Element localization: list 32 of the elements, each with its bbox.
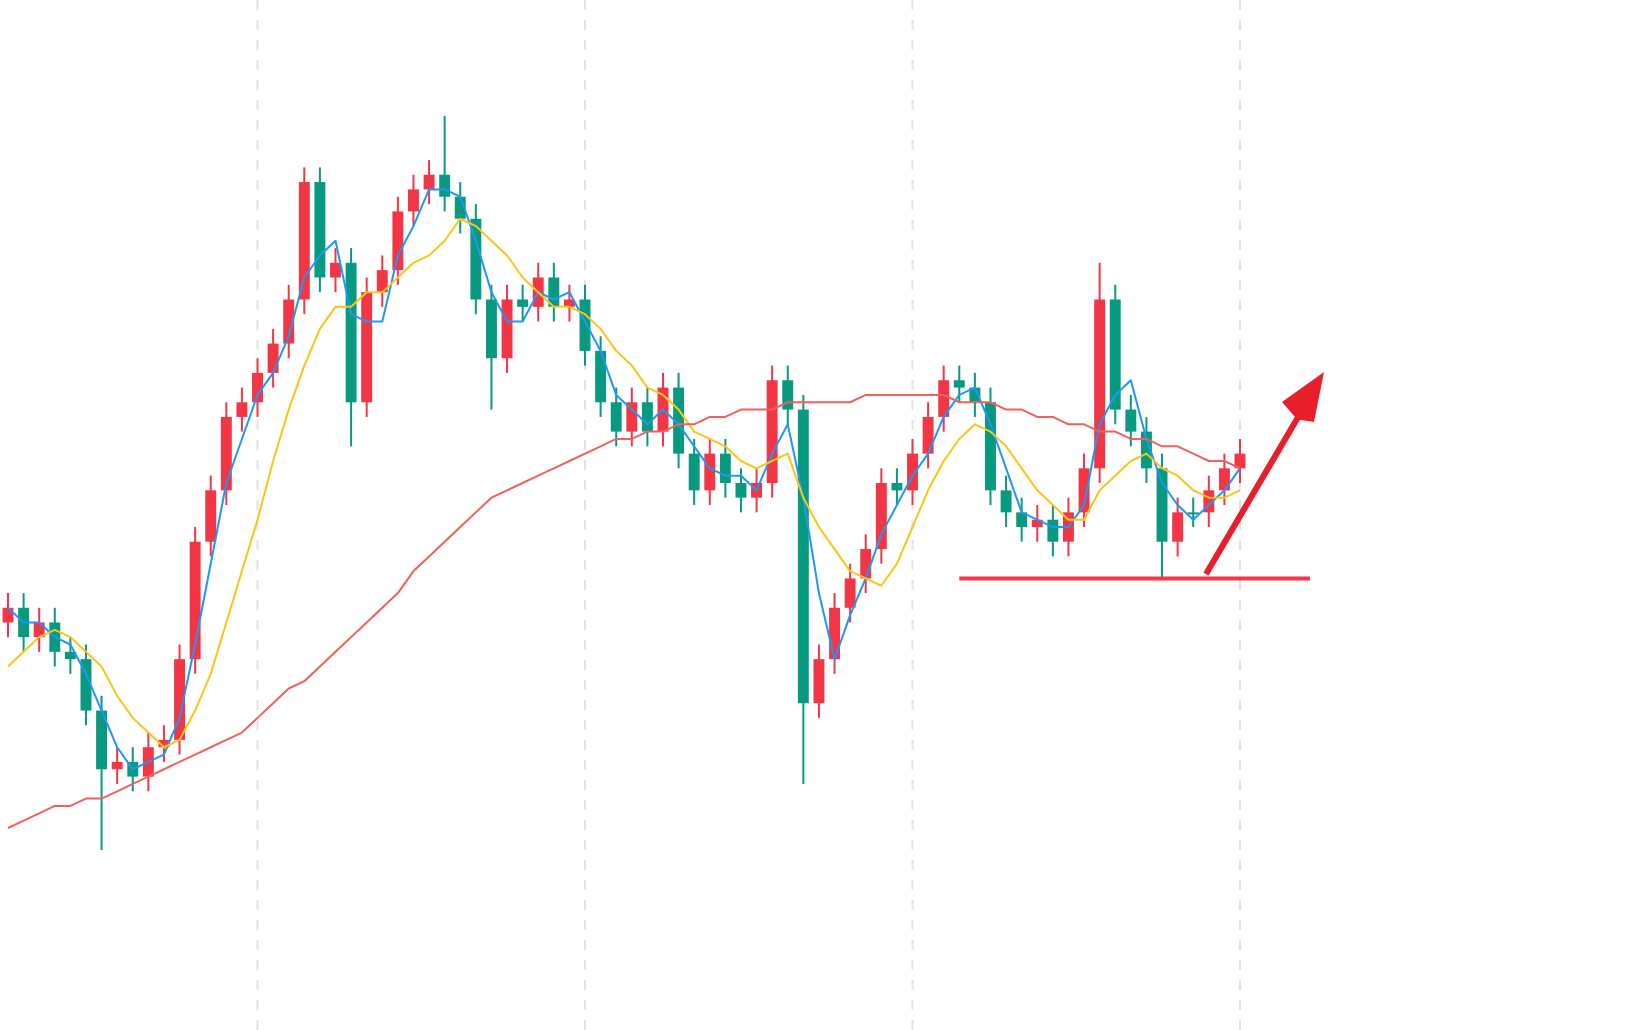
- candlestick: [1172, 496, 1184, 558]
- candlestick: [142, 731, 154, 793]
- candlestick: [330, 247, 341, 294]
- candlestick: [111, 746, 123, 785]
- candlestick: [719, 437, 731, 499]
- candlestick: [439, 115, 451, 213]
- candlestick: [813, 643, 825, 719]
- candlestick: [953, 364, 965, 404]
- candlestick: [735, 467, 747, 514]
- candlestick: [891, 467, 903, 507]
- candlestick: [844, 562, 856, 624]
- candlestick: [267, 327, 279, 389]
- candlestick: [1016, 496, 1028, 543]
- candlestick: [423, 159, 435, 206]
- candlestick: [236, 386, 248, 433]
- candlestick: [610, 386, 622, 448]
- candlestick: [1125, 393, 1137, 448]
- candlestick: [1000, 474, 1012, 529]
- candlestick: [376, 254, 388, 308]
- candlestick: [688, 437, 700, 507]
- candlestick: [408, 173, 419, 228]
- candlestick: [782, 364, 794, 426]
- candlestick: [18, 592, 30, 653]
- candlestick: [1218, 452, 1230, 507]
- candlestick: [704, 437, 716, 507]
- candlestick: [517, 283, 529, 323]
- candlestick: [938, 364, 950, 433]
- candlestick: [922, 401, 934, 470]
- candlestick: [641, 386, 653, 448]
- candlestick: [626, 386, 638, 448]
- candlestick: [1047, 504, 1059, 558]
- candlestick: [1187, 496, 1199, 529]
